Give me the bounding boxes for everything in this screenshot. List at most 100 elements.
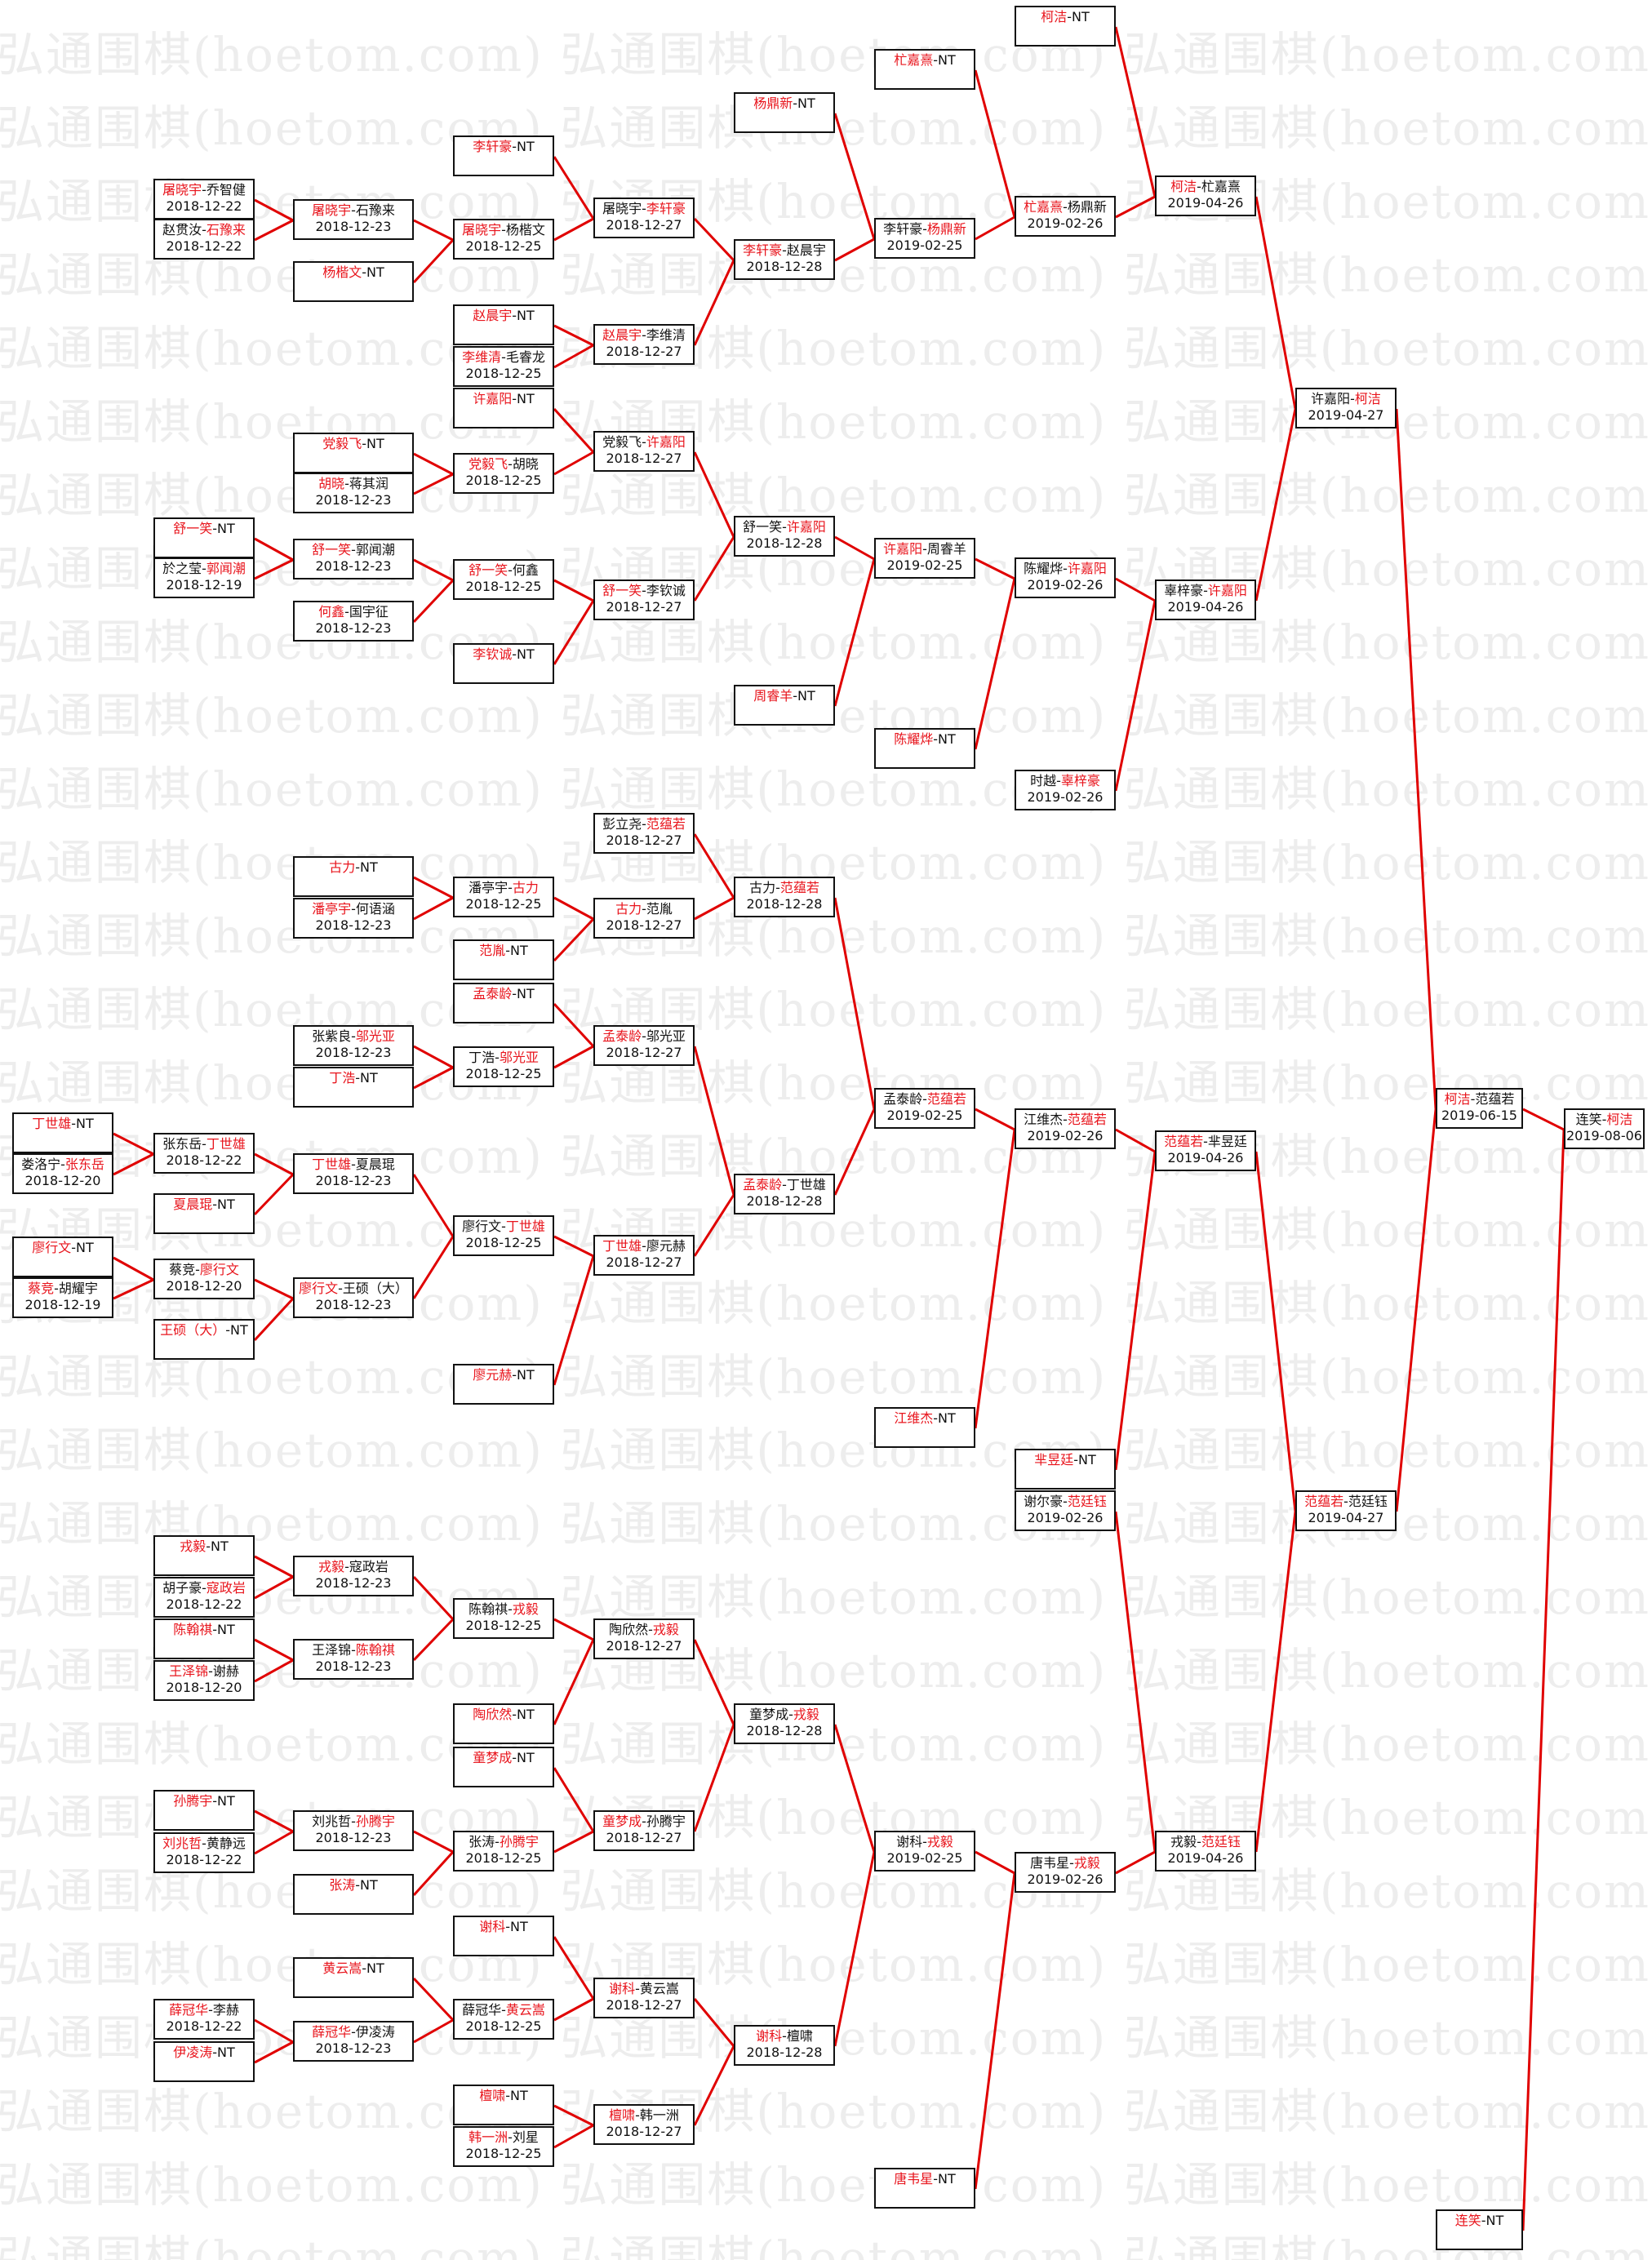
match-box: 潘亭宇-古力 2018-12-25 [453,877,554,917]
match-date: 2019-04-26 [1167,195,1244,211]
connector-line [254,1809,294,1833]
connector-line [254,219,294,242]
match-players: 刘兆哲-孙腾宇 [295,1814,412,1830]
match-players: 谢科-NT [455,1919,553,1935]
player-1: 胡子豪 [162,1580,202,1596]
player-2: NT [230,1322,248,1338]
player-2: 范蕴若 [1067,1112,1107,1127]
match-box: 张紫良-邬光亚 2018-12-23 [293,1025,414,1066]
player-2: 李赫 [212,2002,239,2018]
separator: - [1069,1855,1074,1871]
match-players: 许嘉阳-柯洁 [1297,391,1395,407]
match-box: 丁世雄-夏晨琨 2018-12-23 [293,1153,414,1194]
player-2: 丁世雄 [505,1219,545,1234]
connector-line [553,324,594,347]
player-2: 王硕（大） [342,1281,408,1296]
player-2: NT [217,521,235,536]
player-1: 王泽锦 [312,1642,352,1658]
bye-box: 廖行文-NT [12,1237,113,1277]
match-players: 范蕴若-芈昱廷 [1157,1134,1255,1150]
player-2: 郭闻潮 [355,542,395,557]
match-players: 戎毅-寇政岩 [295,1559,412,1575]
match-players: 薛冠华-伊凌涛 [295,2024,412,2040]
player-2: 乔智健 [206,182,246,198]
connector-line [553,1235,594,1258]
connector-line [1114,1511,1157,1853]
match-date: 2018-12-28 [746,2045,823,2060]
player-1: 李轩豪 [883,221,923,237]
player-1: 唐韦星 [894,2171,934,2187]
match-players: 檀啸-NT [455,2088,553,2104]
match-box: 孟泰龄-丁世雄 2018-12-28 [734,1174,835,1214]
match-players: 范蕴若-范廷钰 [1297,1494,1395,1510]
match-players: 蔡竞-胡耀宇 [14,1281,112,1297]
match-players: 谢尔豪-范廷钰 [1016,1494,1114,1510]
match-date: 2018-12-22 [166,1152,242,1168]
player-1: 孟泰龄 [602,1028,642,1044]
player-2: 杨鼎新 [926,221,966,237]
match-box: 童梦成-戎毅 2018-12-28 [734,1703,835,1744]
player-1: 古力 [615,901,642,917]
player-2: NT [510,943,528,958]
match-date: 2018-12-25 [465,366,542,381]
match-date: 2018-12-27 [606,599,682,615]
match-date: 2018-12-23 [315,1173,392,1188]
match-players: 於之莹-郭闻潮 [155,561,253,577]
separator: - [505,943,511,958]
player-2: 范廷钰 [1348,1494,1388,1509]
connector-line [553,1639,595,1725]
player-2: 廖行文 [199,1262,239,1277]
separator: - [642,816,646,832]
match-date: 2018-12-28 [746,1723,823,1738]
player-1: 薛冠华 [169,2002,209,2018]
bye-box: 廖元赫-NT [453,1364,554,1405]
match-date: 2019-06-15 [1441,1108,1517,1123]
match-players: 檀啸-韩一洲 [595,2107,693,2124]
separator: - [505,2088,511,2103]
match-date: 2019-08-06 [1566,1128,1642,1143]
match-date: 2018-12-23 [315,492,392,508]
match-players: 孟泰龄-范蕴若 [876,1091,974,1108]
match-date: 2018-12-20 [166,1680,242,1695]
connector-line [693,1998,735,2047]
match-players: 李轩豪-NT [455,139,553,155]
connector-line [974,69,1016,218]
player-1: 韩一洲 [469,2129,508,2145]
match-box: 许嘉阳-周睿羊 2019-02-25 [874,538,975,579]
separator: - [512,391,517,406]
connector-line [553,1045,594,1069]
match-box: 何鑫-国宇征 2018-12-23 [293,601,414,642]
match-players: 陈翰祺-NT [155,1622,253,1638]
match-box: 舒一笑-何鑫 2018-12-25 [453,559,554,600]
match-date: 2018-12-25 [465,238,542,254]
player-2: 范胤 [646,901,673,917]
match-date: 2018-12-20 [24,1173,101,1188]
match-players: 赵贯汝-石豫来 [155,222,253,238]
match-date: 2018-12-25 [465,896,542,912]
separator: - [782,242,787,258]
separator: - [1203,1134,1208,1149]
connector-line [693,260,735,346]
separator: - [501,349,506,365]
player-2: NT [360,1070,378,1086]
match-date: 2019-02-26 [1027,1871,1104,1887]
player-1: 辜梓豪 [1164,583,1204,598]
match-players: 胡子豪-寇政岩 [155,1580,253,1596]
match-players: 杨楷文-NT [295,264,412,281]
bye-box: 王硕（大）-NT [153,1319,255,1360]
match-date: 2018-12-25 [465,1618,542,1633]
match-players: 王泽锦-陈翰祺 [295,1642,412,1658]
player-1: 何鑫 [318,604,345,619]
player-1: 孙腾宇 [173,1793,213,1809]
separator: - [1063,561,1068,576]
match-players: 张涛-孙腾宇 [455,1834,553,1850]
player-2: 毛睿龙 [505,349,545,365]
separator: - [351,1028,356,1044]
separator: - [642,434,646,450]
connector-line [833,1851,876,2047]
match-players: 孟泰龄-丁世雄 [735,1177,833,1193]
player-2: NT [517,1367,535,1383]
player-1: 屠晓宇 [312,202,352,218]
bye-box: 檀啸-NT [453,2085,554,2125]
player-1: 唐韦星 [1030,1855,1070,1871]
